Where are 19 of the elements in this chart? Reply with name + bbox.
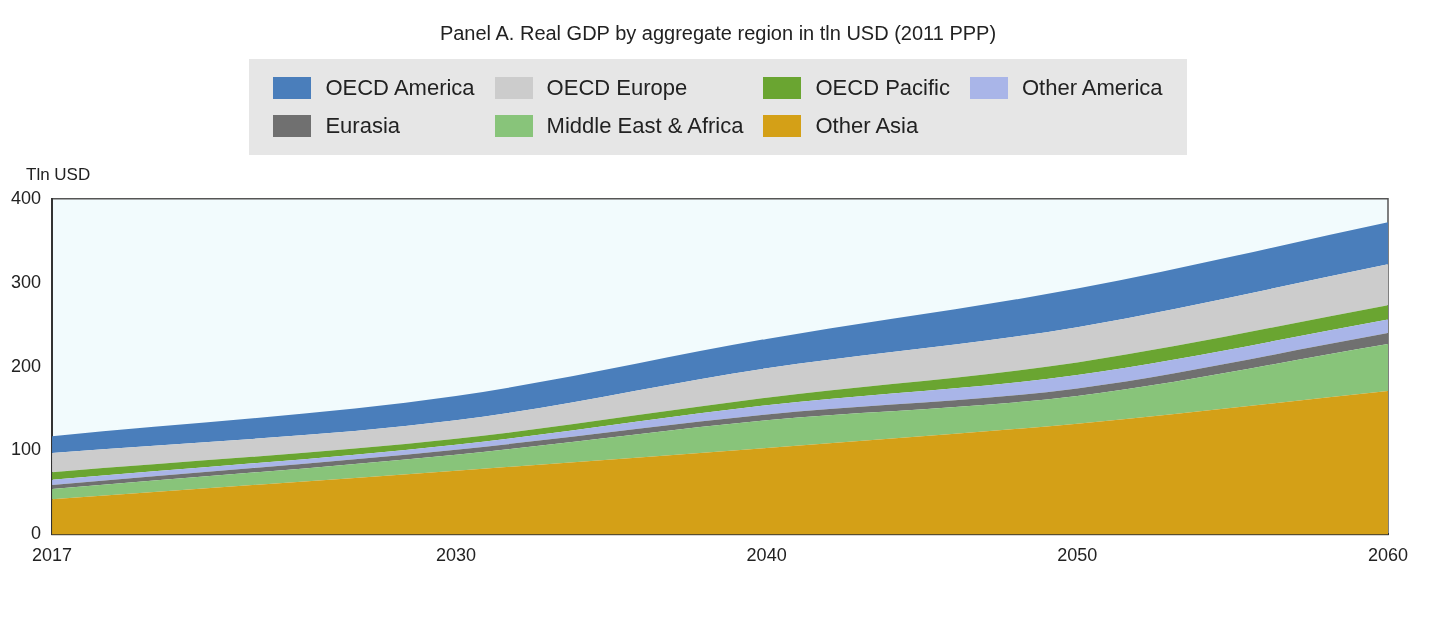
y-tick-label: 400 [10, 187, 42, 208]
legend-label: OECD Pacific [815, 75, 950, 101]
legend-label: Other America [1021, 75, 1163, 101]
y-tick-label: 200 [10, 355, 42, 376]
legend-label: OECD America [325, 75, 475, 101]
y-tick-label: 0 [31, 523, 42, 544]
x-tick-label: 2030 [435, 545, 476, 566]
legend-label: Eurasia [325, 113, 401, 139]
legend-label: Other Asia [815, 113, 919, 139]
y-tick-label: 100 [10, 439, 42, 460]
y-tick-label: 300 [10, 271, 42, 292]
x-tick-label: 2060 [1367, 545, 1409, 566]
x-tick-label: 2050 [1057, 545, 1098, 566]
y-axis-title: Tln USD [26, 165, 92, 185]
x-tick-label: 2017 [32, 545, 73, 566]
legend-label: Middle East & Africa [546, 113, 744, 139]
chart-title: Panel A. Real GDP by aggregate region in tln USD (2011 PPP) [438, 22, 998, 45]
legend-label: OECD Europe [546, 75, 688, 101]
x-tick-label: 2040 [746, 545, 787, 566]
